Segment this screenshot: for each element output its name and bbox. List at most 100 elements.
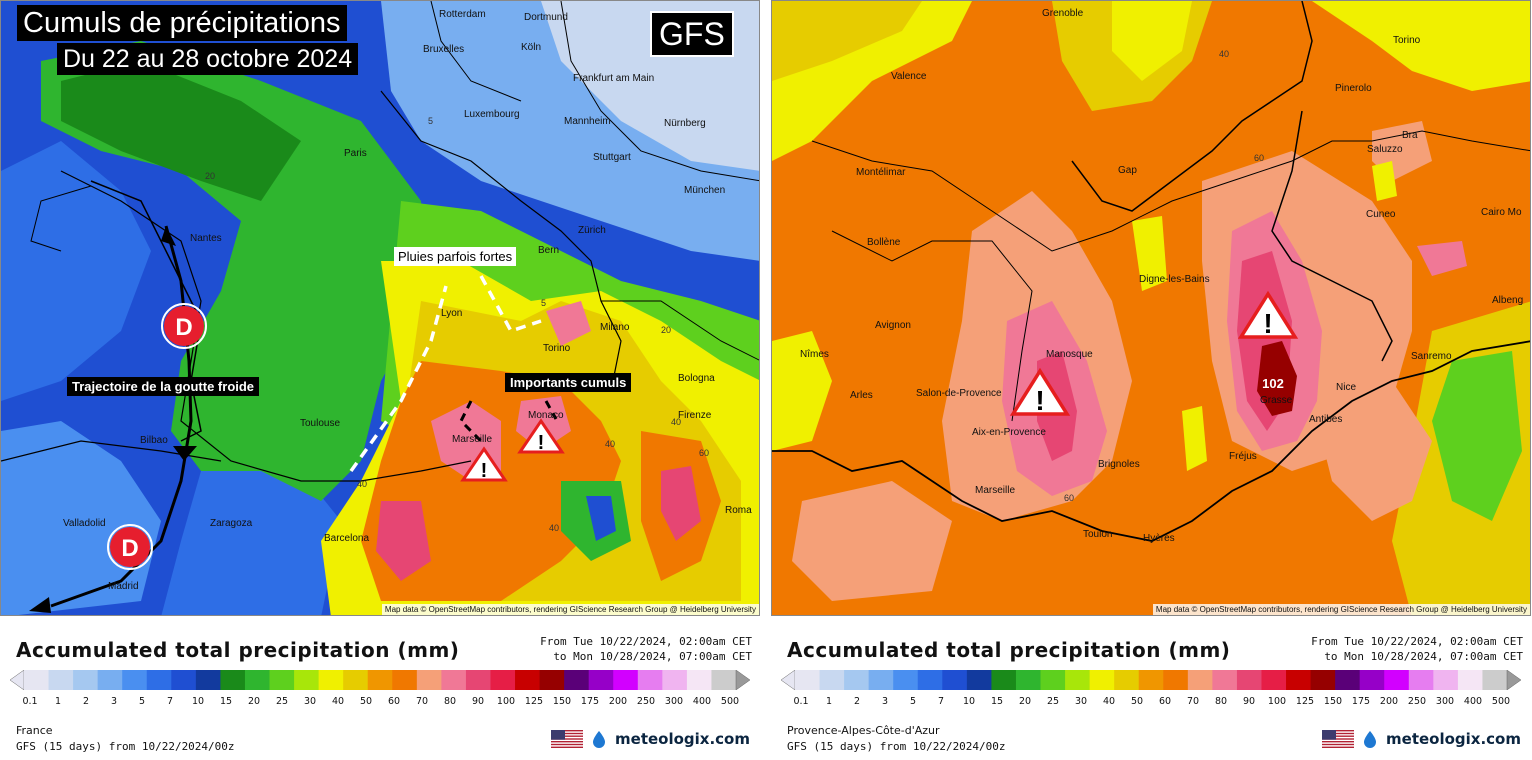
city-label: Cairo Mo xyxy=(1481,207,1522,218)
colorbar-tick-label: 30 xyxy=(1074,696,1088,707)
city-label: Toulon xyxy=(1083,529,1112,540)
colorbar-swatch xyxy=(1015,670,1042,690)
svg-text:D: D xyxy=(175,314,192,341)
colorbar-swatch xyxy=(991,670,1017,690)
city-label: Grasse xyxy=(1260,395,1293,406)
city-label: Marseille xyxy=(452,434,492,445)
colorbar-swatch xyxy=(318,670,344,690)
us-flag-icon[interactable] xyxy=(551,730,584,748)
period-from: From Tue 10/22/2024, 02:00am CET xyxy=(1311,635,1523,648)
city-label: Fréjus xyxy=(1229,451,1257,462)
city-label: Pinerolo xyxy=(1335,83,1372,94)
brand-name: meteologix.com xyxy=(1386,730,1521,748)
city-label: Köln xyxy=(521,42,541,53)
city-label: Bruxelles xyxy=(423,44,464,55)
city-label: Nîmes xyxy=(800,349,829,360)
contour-label: 60 xyxy=(1254,153,1264,163)
period-text: From Tue 10/22/2024, 02:00am CET to Mon … xyxy=(540,634,752,664)
colorbar-tick-label: 200 xyxy=(608,696,628,707)
colorbar-tick-label: 300 xyxy=(1435,696,1455,707)
region-label: Provence-Alpes-Côte-d'Azur xyxy=(787,724,940,737)
colorbar-swatch xyxy=(343,670,369,690)
colorbar-tick-label: 5 xyxy=(138,696,146,707)
colorbar-swatch xyxy=(1433,670,1459,690)
colorbar-tick-label: 0.1 xyxy=(22,696,38,707)
map-attribution: Map data © OpenStreetMap contributors, r… xyxy=(1152,604,1530,615)
map-attribution: Map data © OpenStreetMap contributors, r… xyxy=(381,604,759,615)
map-subtitle: Du 22 au 28 octobre 2024 xyxy=(57,43,359,75)
right-legend: Accumulated total precipitation (mm) Fro… xyxy=(771,616,1531,760)
svg-text:!: ! xyxy=(1035,385,1044,416)
city-label: Toulouse xyxy=(300,418,340,429)
colorbar-swatch xyxy=(97,670,123,690)
city-label: Barcelona xyxy=(324,533,369,544)
colorbar-swatch xyxy=(1163,670,1189,690)
colorbar-tick-label: 20 xyxy=(247,696,261,707)
france-precipitation-map[interactable]: Rotterdam Dortmund Köln Bruxelles Frankf… xyxy=(0,0,760,616)
colorbar-tick-label: 60 xyxy=(387,696,401,707)
us-flag-icon[interactable] xyxy=(1322,730,1355,748)
colorbar-swatch xyxy=(465,670,491,690)
colorbar-swatch xyxy=(515,670,541,690)
colorbar-swatch xyxy=(48,670,74,690)
city-label: Torino xyxy=(1393,35,1421,46)
colorbar-tick-label: 250 xyxy=(636,696,656,707)
brand[interactable]: meteologix.com xyxy=(551,730,750,748)
city-label: Bollène xyxy=(867,237,901,248)
meteologix-drop-icon xyxy=(1364,731,1377,748)
colorbar-tick-label: 15 xyxy=(990,696,1004,707)
colorbar-swatch xyxy=(1212,670,1238,690)
colorbar-swatch xyxy=(269,670,295,690)
contour-label: 40 xyxy=(549,523,559,533)
colorbar-swatch xyxy=(539,670,565,690)
city-label: Frankfurt am Main xyxy=(573,73,654,84)
city-label: Nantes xyxy=(190,233,222,244)
warning-icon: ! xyxy=(1237,290,1299,339)
contour-label: 40 xyxy=(1219,49,1229,59)
colorbar-tick-label: 7 xyxy=(937,696,945,707)
colorbar-swatch xyxy=(294,670,320,690)
colorbar-swatch xyxy=(1114,670,1140,690)
brand-name: meteologix.com xyxy=(615,730,750,748)
contour-label: 20 xyxy=(205,171,215,181)
cumuls-annotation: Importants cumuls xyxy=(505,373,632,392)
meteologix-drop-icon xyxy=(593,731,606,748)
colorbar-tick-label: 250 xyxy=(1407,696,1427,707)
city-label: Valladolid xyxy=(63,518,106,529)
city-label: Paris xyxy=(344,148,367,159)
colorbar-swatch xyxy=(1089,670,1115,690)
colorbar-swatch xyxy=(637,670,663,690)
city-label: Marseille xyxy=(975,485,1015,496)
colorbar-swatch xyxy=(686,670,712,690)
period-to: to Mon 10/28/2024, 07:00am CET xyxy=(1324,650,1523,663)
brand[interactable]: meteologix.com xyxy=(1322,730,1521,748)
colorbar-swatch xyxy=(1335,670,1361,690)
contour-label: 5 xyxy=(541,298,546,308)
precipitation-colorbar xyxy=(10,670,750,690)
colorbar-swatch xyxy=(564,670,590,690)
low-pressure-marker-icon: D xyxy=(161,303,207,349)
colorbar-swatch xyxy=(1310,670,1336,690)
colorbar-swatch xyxy=(490,670,516,690)
city-label: Stuttgart xyxy=(593,152,631,163)
trajectory-arrow-start-icon xyxy=(161,226,176,246)
city-label: Manosque xyxy=(1046,349,1093,360)
colorbar-swatch xyxy=(73,670,99,690)
colorbar-tick-label: 2 xyxy=(853,696,861,707)
colorbar-swatch xyxy=(613,670,639,690)
provence-precipitation-map[interactable]: Grenoble Torino Valence Pinerolo Montéli… xyxy=(771,0,1531,616)
city-label: Bilbao xyxy=(140,435,168,446)
city-label: Avignon xyxy=(875,320,911,331)
colorbar-tick-label: 1 xyxy=(54,696,62,707)
colorbar-tick-label: 175 xyxy=(1351,696,1371,707)
colorbar-tick-label: 60 xyxy=(1158,696,1172,707)
colorbar-tick-label: 0.1 xyxy=(793,696,809,707)
colorbar-swatch xyxy=(588,670,614,690)
svg-text:D: D xyxy=(121,535,138,562)
colorbar-tick-label: 70 xyxy=(415,696,429,707)
city-label: Montélimar xyxy=(856,167,906,178)
colorbar-swatch xyxy=(1065,670,1091,690)
city-label: Saluzzo xyxy=(1367,144,1403,155)
colorbar-tick-label: 300 xyxy=(664,696,684,707)
colorbar-tick-label: 15 xyxy=(219,696,233,707)
